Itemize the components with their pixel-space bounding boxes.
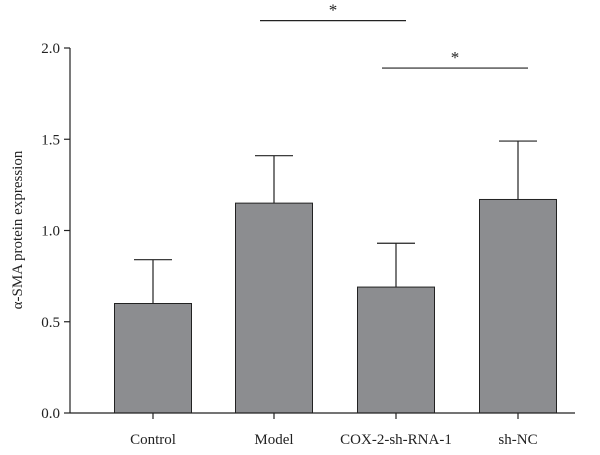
- x-tick-label: COX-2-sh-RNA-1: [340, 432, 452, 448]
- bar-control: [114, 303, 192, 414]
- error-bars-layer: [134, 140, 537, 304]
- x-tick-label: Control: [130, 432, 176, 448]
- y-tick-label: 0.5: [41, 315, 60, 331]
- x-ticks-layer: Control Model COX-2-sh-RNA-1 sh-NC: [130, 413, 538, 448]
- y-ticks-layer: 0.0 0.5 1.0 1.5 2.0: [41, 41, 70, 422]
- significance-star: *: [451, 48, 460, 67]
- bar-sh-nc: [479, 198, 557, 414]
- significance-layer: **: [260, 1, 528, 69]
- y-axis-title: α-SMA protein expression: [10, 150, 26, 309]
- bar-cox-2-sh-rna-1: [357, 286, 435, 414]
- y-tick-label: 2.0: [41, 41, 60, 57]
- y-tick-label: 1.0: [41, 224, 60, 240]
- bar-model: [235, 202, 313, 414]
- y-tick-label: 0.0: [41, 406, 60, 422]
- x-tick-label: sh-NC: [498, 432, 537, 448]
- x-tick-label: Model: [254, 432, 293, 448]
- significance-star: *: [329, 1, 338, 20]
- y-tick-label: 1.5: [41, 132, 60, 148]
- bars-layer: [114, 198, 557, 414]
